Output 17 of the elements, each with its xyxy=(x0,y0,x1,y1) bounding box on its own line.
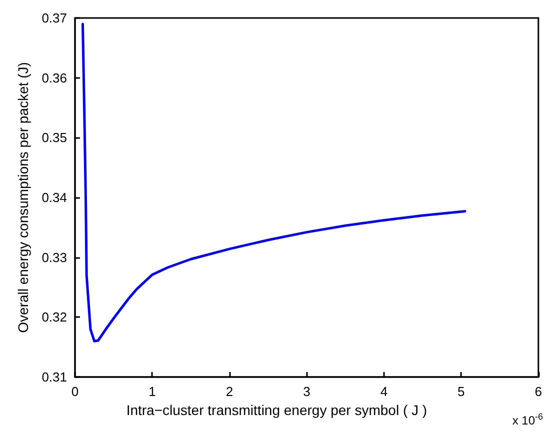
y-tick-label: 0.32 xyxy=(42,310,67,325)
x-axis-title: Intra−cluster transmitting energy per symbol ( J ) xyxy=(126,402,428,418)
x-tick-label: 4 xyxy=(380,384,388,399)
y-axis-title: Overall energy consumptions per packet (J) xyxy=(15,62,31,333)
x-tick-label: 3 xyxy=(303,384,310,399)
y-tick-label: 0.37 xyxy=(42,10,67,26)
y-tick-label: 0.34 xyxy=(42,190,67,205)
x-tick-label: 2 xyxy=(226,384,234,399)
x-tick-label: 6 xyxy=(534,384,542,399)
y-tick-label: 0.31 xyxy=(42,370,67,384)
line-series xyxy=(81,22,466,342)
y-tick-label: 0.36 xyxy=(42,70,67,86)
x-tick-label: 1 xyxy=(148,384,156,399)
x-tick-label: 5 xyxy=(458,384,465,399)
y-tick-label: 0.35 xyxy=(42,130,67,146)
y-tick-label: 0.33 xyxy=(42,250,67,265)
x-tick-label: 0 xyxy=(71,384,79,399)
